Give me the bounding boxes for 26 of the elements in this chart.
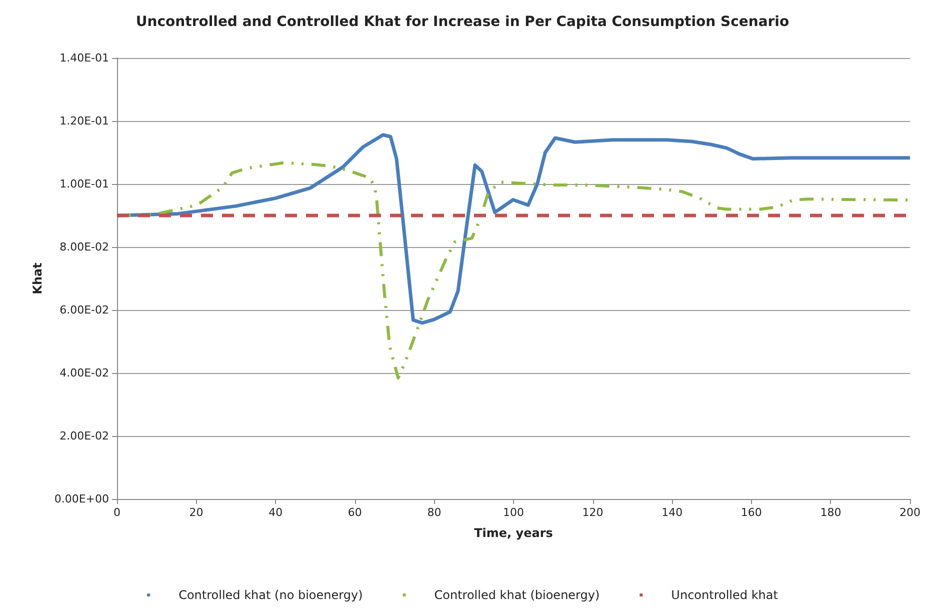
y-tick-label: 6.00E-02 xyxy=(60,304,109,316)
y-tick-label: 4.00E-02 xyxy=(60,366,109,380)
x-tick-label: 140 xyxy=(662,506,683,519)
y-tick-label: 0.00E+00 xyxy=(54,492,109,506)
x-tick-label: 20 xyxy=(189,506,204,519)
line-series xyxy=(115,133,912,325)
legend-label: Controlled khat (no bioenergy) xyxy=(178,588,363,602)
x-tick-label: 180 xyxy=(820,506,842,519)
y-tick-label: 2.00E-02 xyxy=(60,430,109,442)
y-tick-label: 1.20E-01 xyxy=(60,114,109,128)
x-tick-label: 160 xyxy=(740,506,762,519)
legend-label: Uncontrolled khat xyxy=(671,588,778,602)
y-tick-label: 8.00E-02 xyxy=(60,240,109,254)
x-tick-label: 120 xyxy=(582,506,604,519)
x-tick-label: 200 xyxy=(900,506,920,519)
x-tick-label: 60 xyxy=(348,506,362,519)
x-tick-label: 80 xyxy=(427,506,442,519)
legend-label: Controlled khat (bioenergy) xyxy=(434,588,600,602)
x-tick-label: 100 xyxy=(503,506,524,519)
y-tick-label: 1.40E-01 xyxy=(60,52,109,64)
x-axis-title: Time, years xyxy=(474,526,553,540)
x-tick-label: 40 xyxy=(268,506,283,519)
y-tick-label: 1.00E-01 xyxy=(60,178,109,190)
chart-title: Uncontrolled and Controlled Khat for Increase in Per Capita Consumption Scenario xyxy=(136,14,790,30)
y-axis-title: Khat xyxy=(30,262,44,294)
x-tick-label: 0 xyxy=(114,506,120,519)
